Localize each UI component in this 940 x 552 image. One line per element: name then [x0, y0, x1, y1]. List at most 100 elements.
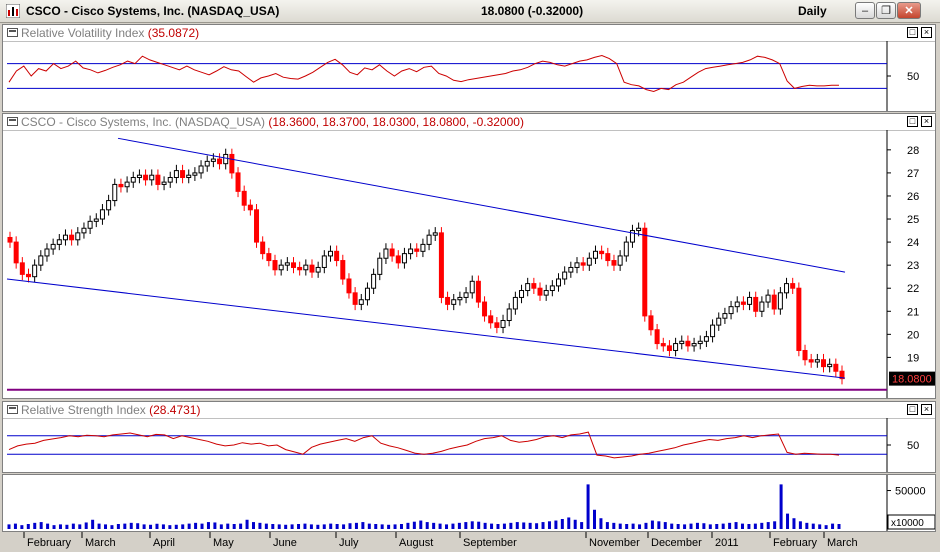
rsi-panel: Relative Strength Index (28.4731) □ × 50 [2, 401, 936, 473]
price-candle [537, 287, 543, 296]
price-candle [827, 363, 833, 368]
volume-bar [387, 524, 391, 529]
price-candle [278, 264, 284, 271]
price-candle [722, 313, 728, 319]
volume-bar [354, 522, 358, 529]
price-candle [50, 243, 56, 250]
panel-menu-icon[interactable] [7, 405, 18, 414]
price-candle [321, 255, 327, 268]
volume-bar [734, 522, 738, 529]
volume-bar [631, 523, 635, 529]
volume-bar [702, 523, 706, 529]
price-candle [666, 345, 672, 351]
x-axis-month-label: February [27, 537, 72, 549]
volume-bar [470, 521, 474, 529]
price-close-icon[interactable]: × [921, 116, 932, 127]
rvi-panel: Relative Volatility Index (35.0872) □ × … [2, 24, 936, 112]
price-candle [93, 218, 99, 222]
price-candle [802, 349, 808, 361]
price-candle [334, 250, 340, 262]
panel-menu-icon[interactable] [7, 117, 18, 126]
volume-bar [419, 520, 423, 529]
volume-bar [7, 524, 11, 529]
volume-bar [773, 521, 777, 529]
price-candle [549, 285, 555, 292]
upper-trendline [117, 137, 846, 273]
price-candle [346, 278, 352, 294]
volume-bar [477, 521, 481, 529]
rsi-maximize-icon[interactable]: □ [907, 404, 918, 415]
volume-bar [650, 520, 654, 529]
price-candle [420, 243, 426, 252]
price-candle [7, 236, 13, 243]
close-button[interactable]: ✕ [897, 2, 921, 19]
price-candle [617, 255, 623, 266]
price-candle [445, 296, 451, 305]
chart-app-icon [6, 4, 20, 18]
price-candle [130, 177, 136, 183]
x-axis-month-label: July [339, 537, 359, 549]
rsi-chart: 50 [7, 418, 919, 472]
volume-bar [187, 523, 191, 529]
rsi-value: (28.4731) [149, 403, 201, 417]
x-axis-month-label: November [589, 537, 640, 549]
x-axis-month-label: December [651, 537, 702, 549]
rvi-maximize-icon[interactable]: □ [907, 27, 918, 38]
price-candle [210, 158, 216, 162]
volume-bar [657, 521, 661, 529]
volume-bar [638, 524, 642, 529]
price-candle [75, 232, 81, 241]
rsi-series-line [8, 431, 840, 459]
volume-bar [798, 521, 802, 529]
x-axis-month-label: March [827, 537, 858, 549]
volume-bar [322, 524, 326, 529]
price-maximize-icon[interactable]: □ [907, 116, 918, 127]
volume-bar [104, 524, 108, 529]
interval-label: Daily [798, 4, 827, 18]
volume-bar [670, 523, 674, 529]
rvi-y-tick-label: 50 [907, 71, 919, 83]
price-candle [62, 234, 68, 241]
volume-bar [297, 524, 301, 529]
price-candle [592, 250, 598, 259]
rsi-close-icon[interactable]: × [921, 404, 932, 415]
price-candle [611, 260, 617, 266]
price-candle [814, 359, 820, 363]
volume-bar [13, 523, 17, 529]
volume-bar [316, 524, 320, 529]
panel-menu-icon[interactable] [7, 28, 18, 37]
price-candle [118, 183, 124, 188]
volume-bar [406, 522, 410, 529]
price-candle [784, 283, 790, 294]
x-axis-month-label: September [463, 537, 517, 549]
rvi-close-icon[interactable]: × [921, 27, 932, 38]
volume-bar [547, 521, 551, 529]
volume-bar [277, 524, 281, 529]
price-candle [568, 266, 574, 273]
volume-bar [490, 523, 494, 529]
restore-button[interactable]: ❐ [876, 2, 896, 19]
minimize-button[interactable]: – [855, 2, 875, 19]
volume-bar [367, 523, 371, 529]
price-candle [512, 296, 518, 310]
volume-bar [412, 521, 416, 529]
volume-bar [129, 522, 133, 529]
price-candle [87, 220, 93, 229]
price-candle [586, 257, 592, 266]
price-candle [506, 308, 512, 322]
volume-bar [26, 524, 30, 529]
price-candle [56, 239, 62, 245]
price-candle [327, 250, 333, 257]
volume-bar [535, 523, 539, 529]
price-candle [728, 306, 734, 315]
volume-bar [509, 522, 513, 529]
price-candle [482, 301, 488, 317]
volume-bar [483, 522, 487, 529]
volume-bar [805, 522, 809, 529]
price-candle [629, 230, 635, 243]
volume-bar [232, 524, 236, 529]
volume-bar [457, 522, 461, 529]
rvi-panel-header: Relative Volatility Index (35.0872) □ × [3, 25, 935, 42]
price-candle [636, 227, 642, 232]
price-candle [266, 253, 272, 262]
